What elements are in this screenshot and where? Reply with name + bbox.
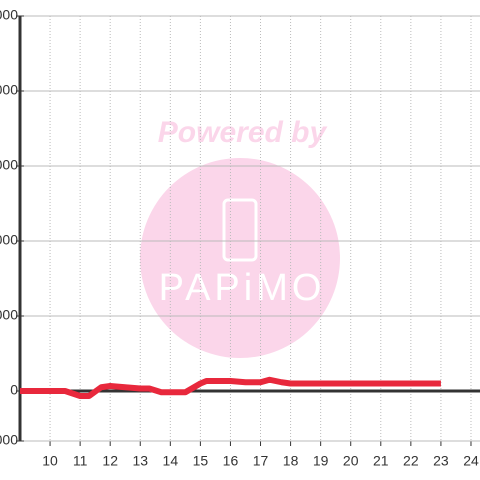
y-tick-label: 30,000	[0, 307, 18, 323]
y-tick-label: 60,000	[0, 232, 18, 248]
watermark-icon	[222, 198, 258, 262]
x-tick-label: 23	[433, 453, 449, 469]
x-tick-label: 19	[313, 453, 329, 469]
watermark-logo: PAPiMO	[159, 267, 326, 309]
x-tick-label: 21	[373, 453, 389, 469]
x-tick-label: 16	[223, 453, 239, 469]
x-tick-label: 18	[283, 453, 299, 469]
y-tick-label: 150,000	[0, 7, 18, 23]
data-line	[20, 376, 441, 399]
x-tick-label: 14	[163, 453, 179, 469]
x-tick-label: 10	[42, 453, 58, 469]
x-tick-label: 20	[343, 453, 359, 469]
y-tick-label: 120,000	[0, 82, 18, 98]
y-tick-label: 90,000	[0, 157, 18, 173]
x-tick-label: 13	[132, 453, 148, 469]
x-tick-label: 15	[193, 453, 209, 469]
x-tick-label: 24	[463, 453, 479, 469]
watermark-circle	[140, 158, 340, 358]
watermark-text: Powered by	[158, 116, 328, 149]
plot: 10 11 12 13 14 15 16 17 18 19 20 21 22 23 24 -20,000 0 30…	[0, 7, 480, 469]
y-tick-label: 0	[10, 382, 18, 398]
x-tick-label: 17	[253, 453, 269, 469]
y-tick-label: -20,000	[0, 432, 18, 448]
x-tick-label: 12	[102, 453, 118, 469]
x-tick-label: 11	[73, 453, 88, 469]
x-tick-label: 22	[403, 453, 419, 469]
